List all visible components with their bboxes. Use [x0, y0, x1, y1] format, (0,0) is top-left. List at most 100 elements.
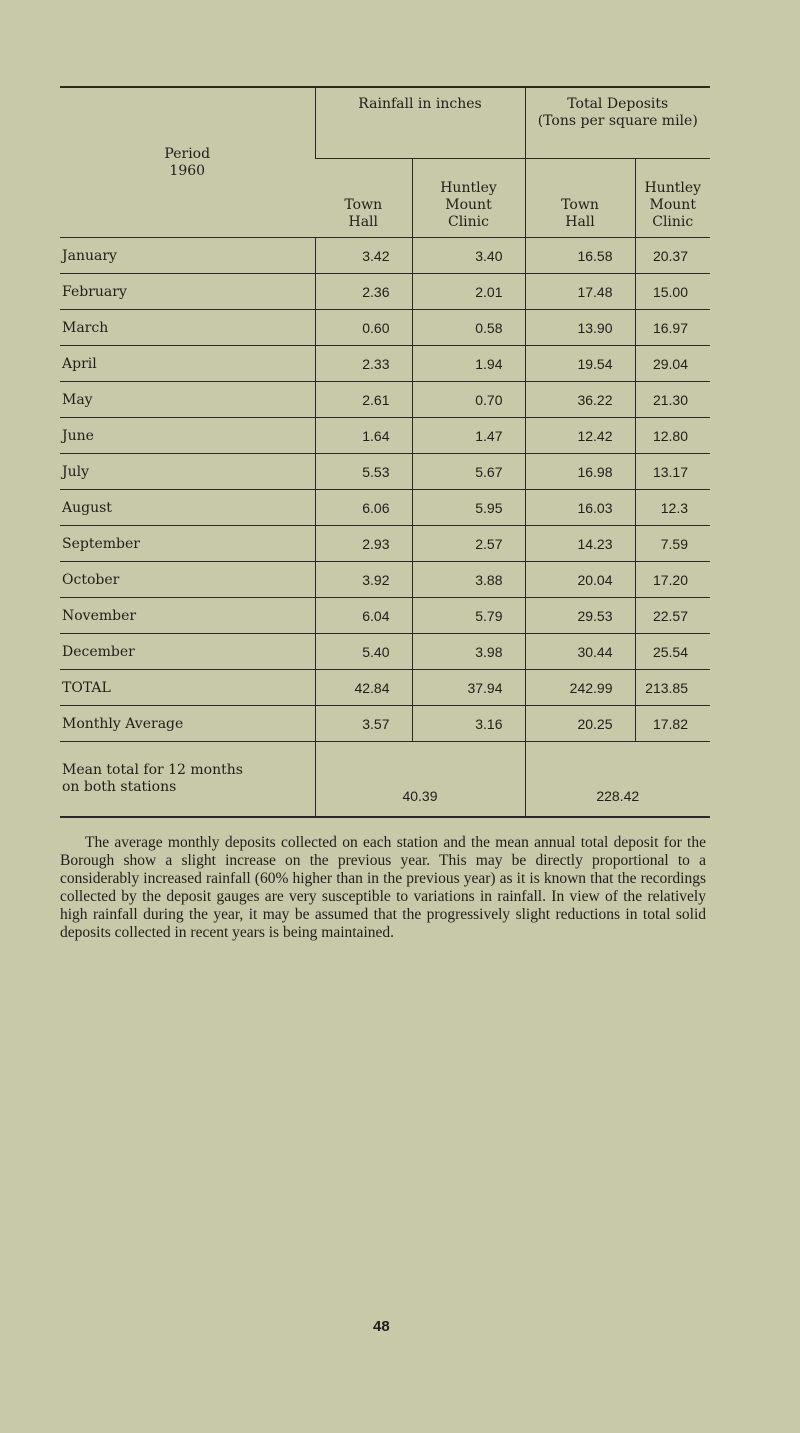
deposit-huntley: 25.54 — [634, 633, 710, 670]
table-row: December 5.40 3.98 30.44 25.54 — [60, 633, 710, 670]
rain-town-hall: 2.93 — [314, 525, 412, 562]
month-label: January — [62, 247, 117, 264]
table-row: October 3.92 3.88 20.04 17.20 — [60, 561, 710, 598]
rain-town-hall: 5.40 — [314, 633, 412, 670]
rain-huntley: 1.94 — [411, 345, 525, 382]
header-line: Huntley — [440, 180, 497, 196]
deposit-town-hall: 12.42 — [524, 417, 635, 454]
deposit-huntley: 29.04 — [634, 345, 710, 382]
table-row: November 6.04 5.79 29.53 22.57 — [60, 597, 710, 634]
mean-total-row: Mean total for 12 months on both station… — [60, 741, 710, 818]
deposit-huntley: 17.82 — [634, 705, 710, 742]
header-line: Mount — [445, 197, 492, 213]
header-line: Huntley — [644, 180, 702, 196]
header-row-1: Period 1960 Rainfall in inches Total Dep… — [60, 87, 710, 179]
month-label: July — [62, 463, 90, 480]
rain-town-hall: 0.60 — [314, 309, 412, 346]
deposits-unit: (Tons per square mile) — [537, 113, 698, 129]
rain-huntley: 3.88 — [411, 561, 525, 598]
period-year: 1960 — [169, 162, 206, 179]
table-row: August 6.06 5.95 16.03 12.3 — [60, 489, 710, 526]
deposit-town-hall: 242.99 — [524, 669, 635, 706]
period-header: Period 1960 — [60, 87, 315, 238]
table-row: April 2.33 1.94 19.54 29.04 — [60, 345, 710, 382]
deposit-town-hall: 36.22 — [524, 381, 635, 418]
rain-town-hall: 2.61 — [314, 381, 412, 418]
month-label: September — [62, 535, 140, 552]
deposit-huntley: 20.37 — [634, 237, 710, 274]
dep-town-hall-header: Town Hall — [524, 158, 635, 238]
rain-huntley: 3.98 — [411, 633, 525, 670]
table-row: May 2.61 0.70 36.22 21.30 — [60, 381, 710, 418]
header-line: Clinic — [447, 214, 489, 230]
deposit-huntley: 15.00 — [634, 273, 710, 310]
rain-town-hall: 1.64 — [314, 417, 412, 454]
deposit-huntley: 17.20 — [634, 561, 710, 598]
deposit-town-hall: 19.54 — [524, 345, 635, 382]
table-row: September 2.93 2.57 14.23 7.59 — [60, 525, 710, 562]
deposit-huntley: 12.3 — [634, 489, 710, 526]
month-label: February — [62, 283, 127, 300]
month-label: June — [62, 427, 94, 444]
table-row: TOTAL 42.84 37.94 242.99 213.85 — [60, 669, 710, 706]
deposits-header: Total Deposits (Tons per square mile) — [524, 87, 710, 159]
deposit-town-hall: 16.58 — [524, 237, 635, 274]
month-label: Monthly Average — [62, 715, 184, 732]
month-label: October — [62, 571, 120, 588]
rain-huntley: 5.67 — [411, 453, 525, 490]
mean-label-line: Mean total for 12 months — [62, 762, 243, 778]
table-row: Monthly Average 3.57 3.16 20.25 17.82 — [60, 705, 710, 742]
summary-paragraph: The average monthly deposits collected o… — [60, 833, 706, 941]
rain-town-hall: 2.36 — [314, 273, 412, 310]
header-line: Hall — [348, 214, 378, 230]
rain-huntley: 5.79 — [411, 597, 525, 634]
rain-huntley: 0.58 — [411, 309, 525, 346]
rain-town-hall: 6.04 — [314, 597, 412, 634]
deposit-town-hall: 16.98 — [524, 453, 635, 490]
month-label: April — [62, 355, 97, 372]
deposit-huntley: 213.85 — [634, 669, 710, 706]
rain-town-hall: 6.06 — [314, 489, 412, 526]
rain-town-hall-header: Town Hall — [315, 159, 412, 238]
table-row: March 0.60 0.58 13.90 16.97 — [60, 309, 710, 346]
rainfall-deposits-table: Period 1960 Rainfall in inches Total Dep… — [60, 86, 710, 818]
table-row: February 2.36 2.01 17.48 15.00 — [60, 273, 710, 310]
month-label: December — [62, 643, 135, 660]
deposit-huntley: 7.59 — [634, 525, 710, 562]
deposit-huntley: 22.57 — [634, 597, 710, 634]
rain-town-hall: 3.92 — [314, 561, 412, 598]
deposit-town-hall: 13.90 — [524, 309, 635, 346]
header-line: Town — [344, 197, 383, 213]
header-line: Hall — [565, 214, 595, 230]
rain-town-hall: 2.33 — [314, 345, 412, 382]
month-label: March — [62, 319, 109, 336]
rain-huntley: 1.47 — [411, 417, 525, 454]
deposit-huntley: 13.17 — [634, 453, 710, 490]
deposit-huntley: 12.80 — [634, 417, 710, 454]
rain-huntley-header: Huntley Mount Clinic — [411, 158, 525, 238]
deposit-huntley: 16.97 — [634, 309, 710, 346]
header-line: Mount — [649, 197, 696, 213]
rain-huntley: 3.40 — [411, 237, 525, 274]
dep-huntley-header: Huntley Mount Clinic — [634, 158, 710, 238]
month-label: TOTAL — [62, 679, 111, 696]
rain-town-hall: 42.84 — [314, 669, 412, 706]
mean-total-label: Mean total for 12 months on both station… — [60, 742, 315, 818]
rain-huntley: 5.95 — [411, 489, 525, 526]
deposit-town-hall: 30.44 — [524, 633, 635, 670]
period-label: Period — [164, 145, 211, 162]
deposit-huntley: 21.30 — [634, 381, 710, 418]
rain-huntley: 2.57 — [411, 525, 525, 562]
table-row: June 1.64 1.47 12.42 12.80 — [60, 417, 710, 454]
page-number: 48 — [373, 1318, 390, 1335]
mean-deposits: 228.42 — [524, 741, 710, 817]
deposit-town-hall: 20.25 — [524, 705, 635, 742]
deposits-title: Total Deposits — [567, 96, 669, 112]
deposit-town-hall: 29.53 — [524, 597, 635, 634]
rain-town-hall: 5.53 — [314, 453, 412, 490]
month-label: May — [62, 391, 93, 408]
mean-rainfall: 40.39 — [314, 741, 525, 817]
rain-huntley: 0.70 — [411, 381, 525, 418]
header-row-2: Town Hall Huntley Mount Clinic Town Hall Hun… — [60, 158, 710, 238]
rain-town-hall: 3.42 — [314, 237, 412, 274]
